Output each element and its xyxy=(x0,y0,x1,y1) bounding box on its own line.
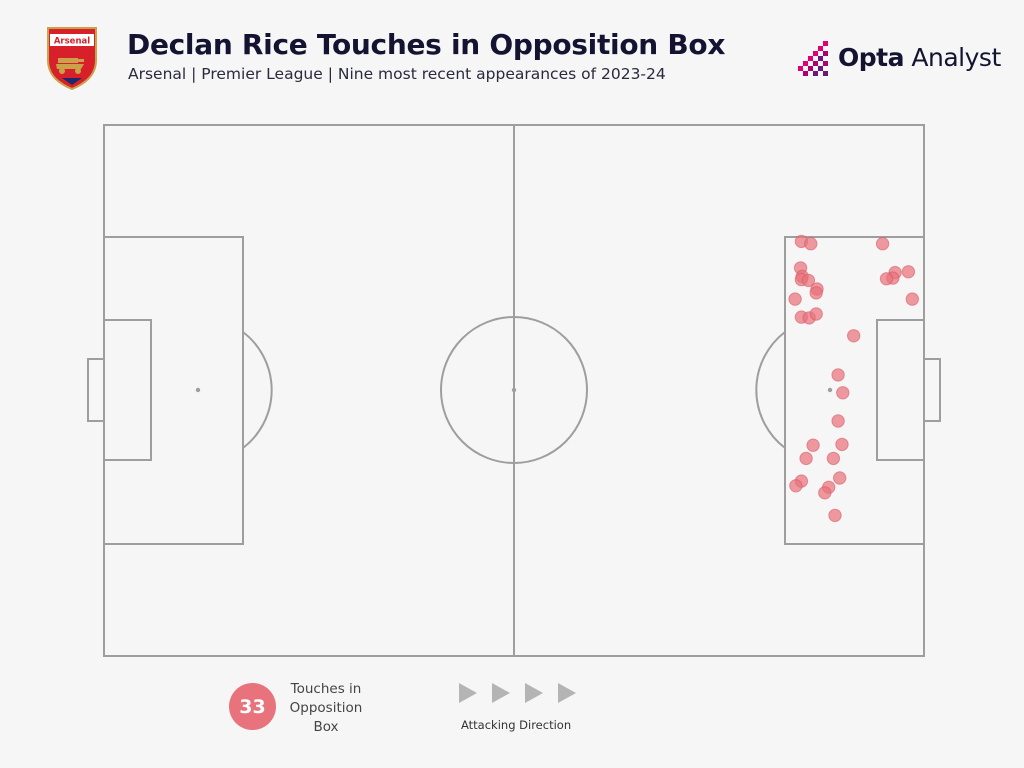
left-goal xyxy=(87,358,105,422)
touch-point xyxy=(875,237,890,251)
play-arrow-icon xyxy=(459,683,477,703)
right-goal xyxy=(923,358,941,422)
left-six-yard-box xyxy=(103,319,152,461)
touch-point xyxy=(828,508,842,523)
touch-count: 33 xyxy=(239,695,266,718)
touch-count-badge: 33 xyxy=(229,683,276,730)
touch-points xyxy=(788,234,919,523)
touch-point xyxy=(809,307,823,321)
play-arrow-icon xyxy=(558,683,576,703)
right-penalty-arc xyxy=(755,331,786,449)
touch-point xyxy=(826,451,841,466)
arsenal-crest-logo: Arsenal xyxy=(47,27,97,90)
left-penalty-arc xyxy=(242,331,273,449)
touch-point xyxy=(831,368,845,382)
touch-point xyxy=(847,329,861,343)
touch-point xyxy=(879,272,894,286)
touch-point xyxy=(905,292,919,306)
touch-point xyxy=(809,286,823,300)
touch-point xyxy=(801,273,816,288)
touch-point xyxy=(835,437,849,452)
right-penalty-spot xyxy=(827,387,833,393)
touch-point xyxy=(833,471,847,485)
opta-analyst-logo xyxy=(798,41,828,76)
touch-point xyxy=(799,451,813,466)
crest-wordmark: Arsenal xyxy=(54,37,90,47)
attacking-direction-label: Attacking Direction xyxy=(461,718,572,732)
touch-count-label: Touches in Opposition Box xyxy=(284,680,368,737)
touch-point xyxy=(788,292,802,306)
touch-point xyxy=(818,486,832,500)
centre-spot xyxy=(511,387,517,393)
touch-count-label-line: Touches in xyxy=(290,681,362,697)
centre-circle xyxy=(440,316,588,464)
play-arrow-icon xyxy=(492,683,510,703)
left-penalty-spot xyxy=(195,387,201,393)
touch-point xyxy=(901,265,916,279)
touch-count-label-line: Opposition xyxy=(289,700,363,716)
page-title: Declan Rice Touches in Opposition Box xyxy=(127,28,726,61)
brand-bold: Opta xyxy=(838,43,904,72)
touch-count-label-line: Box xyxy=(313,719,339,735)
touch-point xyxy=(789,479,803,493)
left-penalty-area xyxy=(103,236,244,545)
touch-point xyxy=(806,438,820,452)
touch-point xyxy=(804,237,818,251)
brand-light: Analyst xyxy=(903,43,1001,72)
play-arrow-icon xyxy=(525,683,543,703)
right-six-yard-box xyxy=(876,319,925,461)
attacking-direction-arrows xyxy=(459,683,576,703)
touch-point xyxy=(836,386,850,400)
page-subtitle: Arsenal | Premier League | Nine most rec… xyxy=(128,65,666,83)
touch-point xyxy=(831,414,845,428)
brand-wordmark: Opta Analyst xyxy=(838,43,1001,72)
